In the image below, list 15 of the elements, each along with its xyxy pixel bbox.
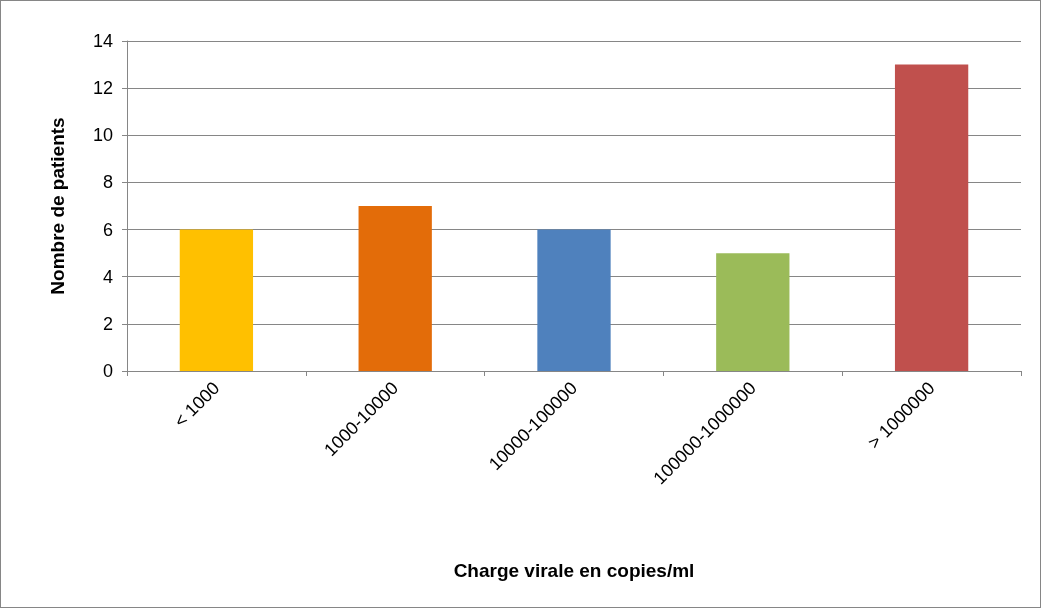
y-tick-label: 10 [92, 125, 113, 146]
bar [358, 206, 432, 371]
y-axis-title: Nombre de patients [47, 117, 68, 295]
y-tick-label: 6 [102, 219, 113, 240]
x-axis-title: Charge virale en copies/ml [453, 560, 695, 581]
y-tick-label: 4 [102, 266, 113, 287]
y-tick-label: 14 [92, 31, 113, 51]
bar [537, 229, 611, 371]
y-tick-label: 2 [102, 313, 113, 334]
y-tick-label: 0 [102, 361, 113, 381]
bar [716, 253, 790, 371]
bar [894, 64, 969, 371]
bar [179, 229, 254, 371]
y-tick-label: 12 [92, 78, 113, 99]
y-tick-label: 8 [102, 172, 113, 193]
